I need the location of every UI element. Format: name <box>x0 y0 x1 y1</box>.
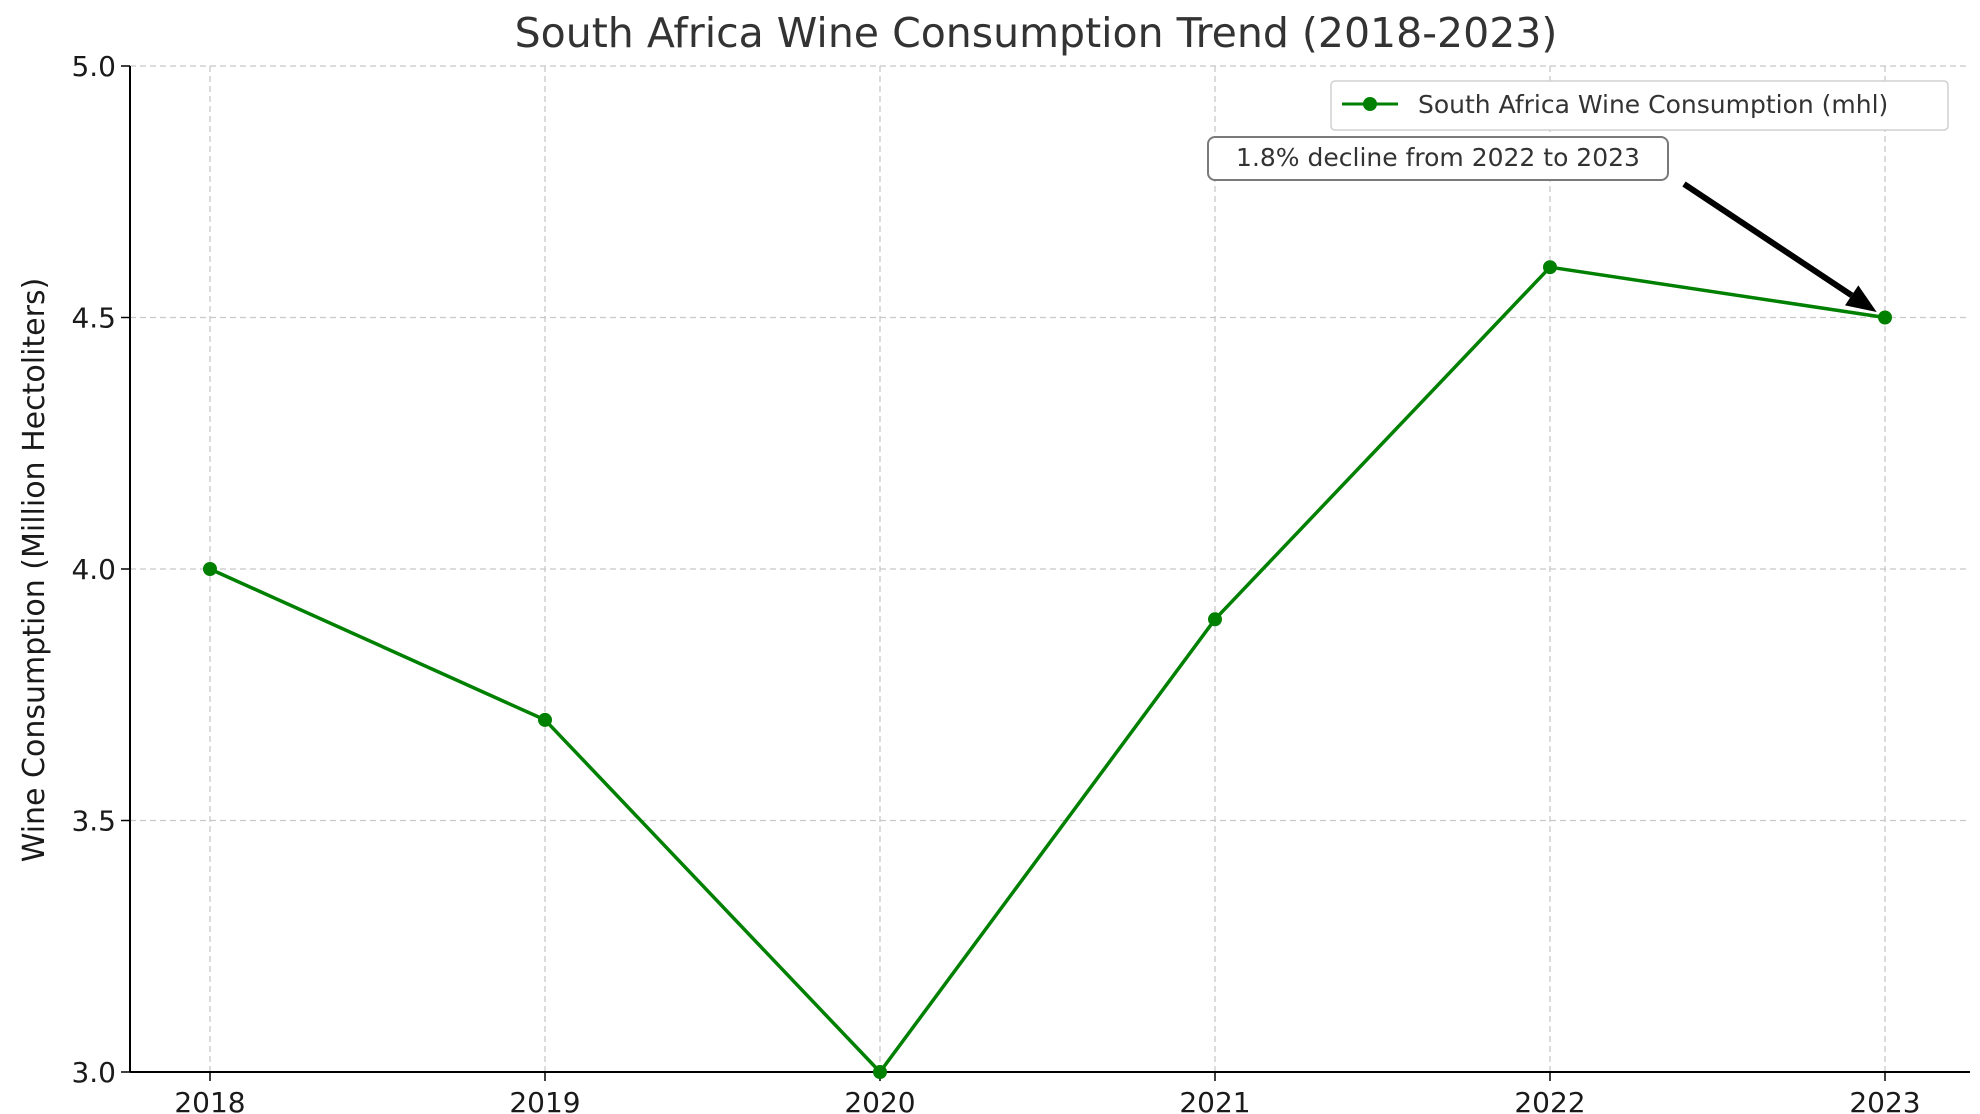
annotation-text: 1.8% decline from 2022 to 2023 <box>1236 143 1640 172</box>
data-point <box>1208 612 1222 627</box>
data-point <box>873 1065 887 1079</box>
data-point <box>203 562 217 576</box>
y-axis-ticks: 3.0 3.5 4.0 4.5 5.0 <box>71 50 130 1089</box>
legend-box <box>1330 80 1949 131</box>
y-axis-title: Wine Consumption (Million Hectoliters) <box>17 278 52 863</box>
chart-title: South Africa Wine Consumption Trend (201… <box>515 9 1558 57</box>
y-tick-label: 3.5 <box>71 805 116 838</box>
grid <box>130 65 1970 1073</box>
x-tick-label: 2020 <box>844 1086 915 1114</box>
annotation: 1.8% decline from 2022 to 2023 <box>1207 136 1877 312</box>
x-tick-label: 2021 <box>1179 1086 1250 1114</box>
annotation-arrow-head <box>1845 285 1877 312</box>
data-point <box>1543 260 1557 275</box>
legend: South Africa Wine Consumption (mhl) <box>1330 80 1949 131</box>
annotation-box <box>1207 136 1669 181</box>
x-tick-label: 2022 <box>1514 1086 1585 1114</box>
x-tick-label: 2023 <box>1849 1086 1920 1114</box>
annotation-arrow-shaft <box>1682 181 1854 298</box>
x-tick-label: 2018 <box>174 1086 245 1114</box>
legend-label: South Africa Wine Consumption (mhl) <box>1418 90 1888 119</box>
series-layer <box>203 260 1892 1079</box>
y-tick-label: 4.5 <box>71 302 116 335</box>
y-tick-label: 5.0 <box>71 50 116 83</box>
data-point <box>538 712 552 727</box>
legend-marker-swatch <box>1363 97 1377 111</box>
data-point <box>1878 310 1892 325</box>
y-tick-label: 3.0 <box>71 1056 116 1089</box>
x-axis-ticks: 2018 2019 2020 2021 2022 2023 <box>174 1072 1921 1114</box>
x-tick-label: 2019 <box>509 1086 580 1114</box>
y-tick-label: 4.0 <box>71 553 116 586</box>
series-line <box>209 265 1886 1074</box>
